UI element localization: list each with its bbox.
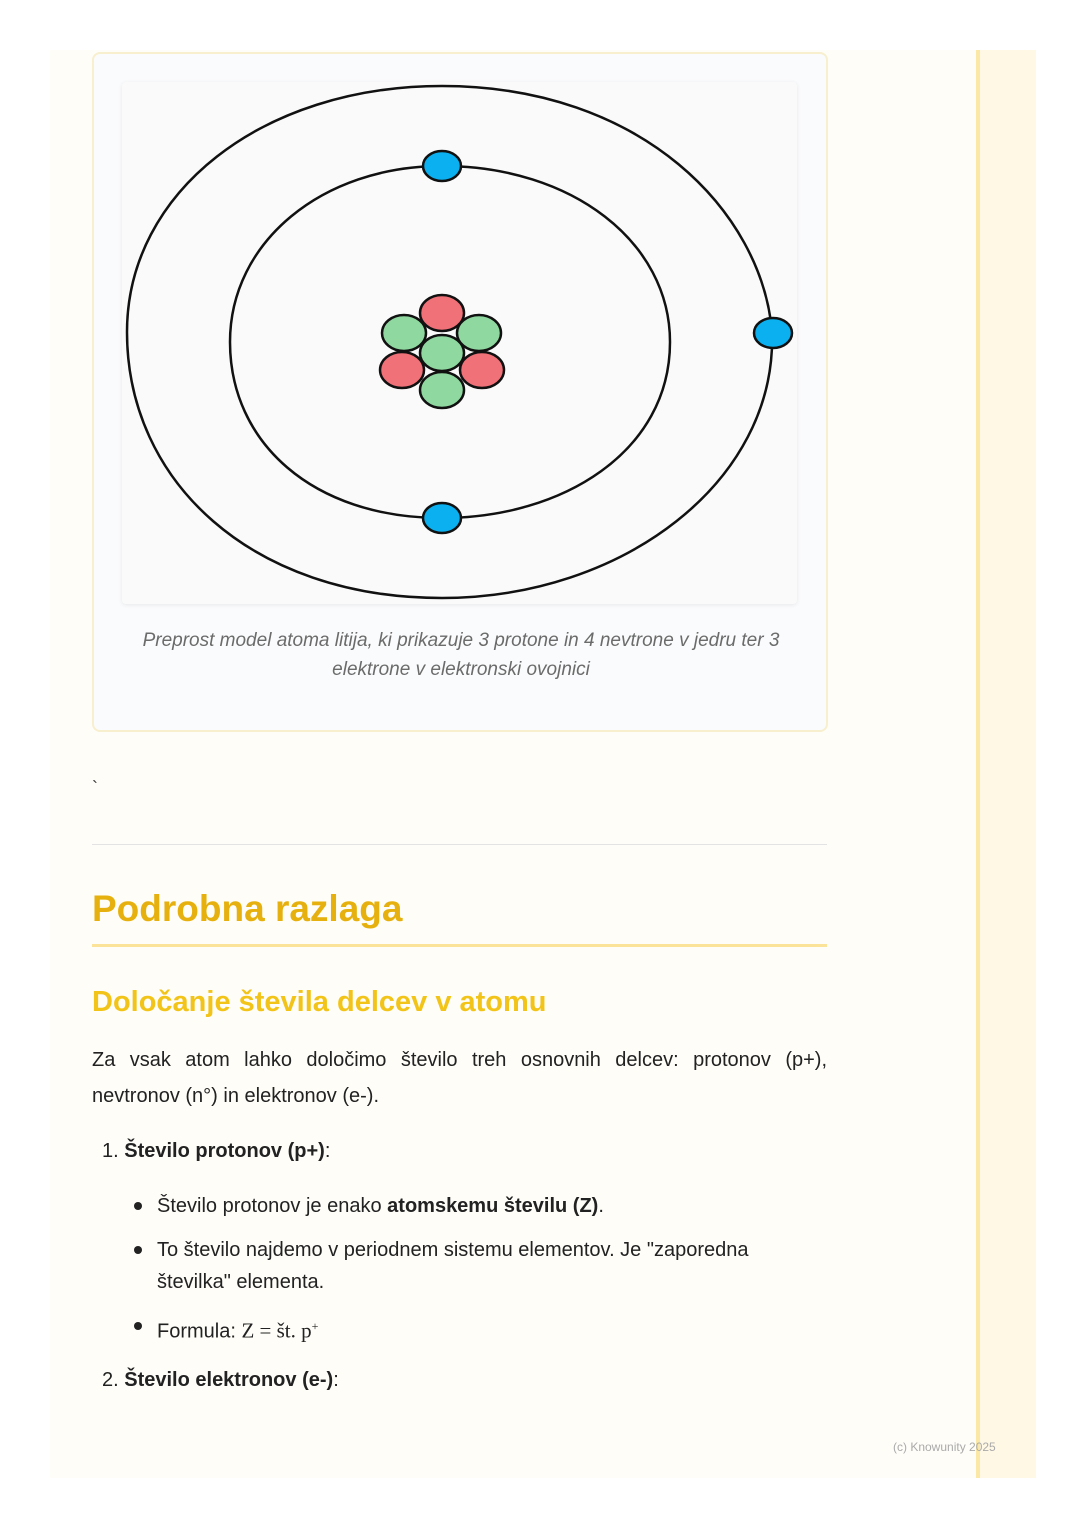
list-item-1: 1. Število protonov (p+): (102, 1135, 330, 1167)
text: Formula: (157, 1320, 242, 1343)
bullet-icon (134, 1246, 142, 1254)
list-item-2: 2. Število elektronov (e-): (102, 1364, 339, 1396)
formula-superscript: + (311, 1319, 319, 1333)
page: Preprost model atoma litija, ki prikazuj… (50, 50, 1036, 1478)
item-colon: : (333, 1369, 339, 1391)
outer-orbit (125, 84, 774, 600)
bullet-item: Število protonov je enako atomskemu štev… (157, 1190, 604, 1222)
figure-caption: Preprost model atoma litija, ki prikazuj… (142, 630, 780, 680)
intro-paragraph: Za vsak atom lahko določimo število treh… (92, 1049, 827, 1107)
electron (421, 501, 463, 535)
bullet-item: To število najdemo v periodnem sistemu e… (157, 1239, 749, 1293)
copyright: (c) Knowunity 2025 (893, 1440, 996, 1454)
proton (378, 350, 426, 390)
bullet-item: Formula: Z = št. p+ (157, 1310, 318, 1348)
section-title: Podrobna razlaga (92, 888, 827, 947)
formula: Z = št. p (241, 1318, 312, 1343)
text: Število protonov je enako (157, 1195, 388, 1217)
item-label: Število elektronov (e-) (124, 1369, 334, 1391)
bullet-icon (134, 1322, 142, 1330)
item-colon: : (324, 1140, 331, 1162)
item-label: Število protonov (p+) (124, 1140, 325, 1162)
text: . (598, 1195, 604, 1217)
bullet-icon (134, 1202, 142, 1210)
proton (458, 350, 506, 390)
neutron (455, 313, 503, 353)
divider (92, 844, 827, 845)
bold-text: atomskemu številu (Z) (387, 1195, 599, 1217)
item-number: 1. (102, 1140, 119, 1162)
neutron (418, 370, 466, 410)
neutron (380, 313, 428, 353)
proton (418, 293, 466, 333)
atom-image (122, 82, 797, 604)
neutron (418, 333, 466, 373)
figure-card: Preprost model atoma litija, ki prikazuj… (92, 52, 828, 732)
electron (421, 149, 463, 183)
lithium-atom-diagram (125, 84, 794, 600)
side-strip (976, 50, 1036, 1478)
section-subtitle: Določanje števila delcev v atomu (92, 986, 547, 1018)
stray-mark: ` (92, 778, 98, 798)
electron (752, 316, 794, 350)
item-number: 2. (102, 1369, 119, 1391)
